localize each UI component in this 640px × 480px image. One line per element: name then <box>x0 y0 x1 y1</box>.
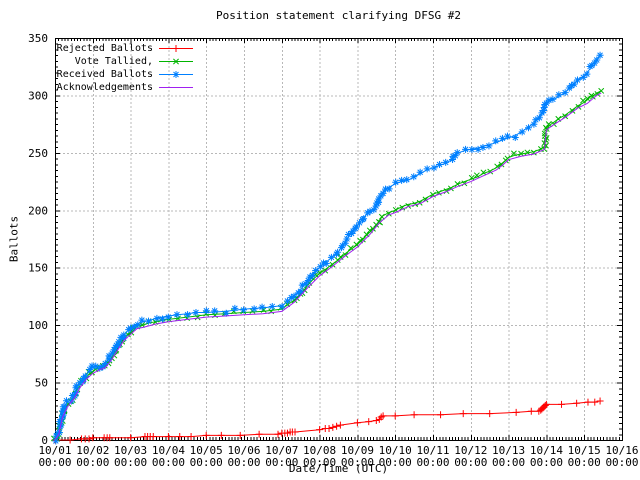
line-sample-icon <box>159 87 193 88</box>
y-tick-label: 150 <box>28 262 48 275</box>
legend-label: Rejected Ballots <box>56 43 153 54</box>
y-tick-label: 100 <box>28 319 48 332</box>
grid <box>55 38 622 440</box>
x-tick-label-time: 00:00 <box>605 456 638 469</box>
x-tick-label-date: 10/13 <box>492 444 525 457</box>
x-tick-label-date: 10/07 <box>265 444 298 457</box>
x-tick-label-date: 10/06 <box>227 444 260 457</box>
legend: Rejected Ballots Vote Tallied, Received … <box>56 42 194 94</box>
y-tick-label: 200 <box>28 204 48 217</box>
plus-marker-icon <box>159 45 193 52</box>
axes <box>55 38 623 441</box>
series-rejected-ballots <box>51 397 604 444</box>
chart-title: Position statement clarifying DFSG #2 <box>215 9 462 22</box>
x-tick-label-date: 10/02 <box>76 444 109 457</box>
x-tick-label-time: 00:00 <box>114 456 147 469</box>
legend-item-rejected-ballots: Rejected Ballots <box>56 42 194 55</box>
legend-label: Received Ballots <box>56 69 153 80</box>
x-tick-label-time: 00:00 <box>530 456 563 469</box>
x-tick-label-date: 10/16 <box>605 444 638 457</box>
legend-label: Vote Tallied, <box>74 56 153 67</box>
series-acknowledgements <box>54 92 602 441</box>
legend-item-received-ballots: Received Ballots <box>56 68 194 81</box>
x-tick-label-date: 10/11 <box>416 444 449 457</box>
y-axis-label: Ballots <box>7 215 21 263</box>
star-marker-icon <box>159 71 193 78</box>
x-tick-label-time: 00:00 <box>190 456 223 469</box>
x-tick-label-date: 10/10 <box>379 444 412 457</box>
x-tick-label-date: 10/04 <box>152 444 185 457</box>
x-axis-label: Date/Time (UTC) <box>288 462 389 475</box>
y-tick-label: 300 <box>28 89 48 102</box>
x-tick-label-time: 00:00 <box>38 456 71 469</box>
x-tick-label-date: 10/01 <box>38 444 71 457</box>
x-tick-label-date: 10/12 <box>454 444 487 457</box>
x-tick-label-time: 00:00 <box>454 456 487 469</box>
x-tick-label-time: 00:00 <box>341 456 374 469</box>
x-tick-label-time: 00:00 <box>416 456 449 469</box>
cross-marker-icon <box>159 58 193 65</box>
x-tick-label-date: 10/09 <box>341 444 374 457</box>
legend-item-acknowledgements: Acknowledgements <box>56 81 194 94</box>
x-tick-label-time: 00:00 <box>265 456 298 469</box>
x-tick-label-date: 10/05 <box>190 444 223 457</box>
y-tick-label: 250 <box>28 147 48 160</box>
x-tick-label-date: 10/08 <box>303 444 336 457</box>
legend-item-vote-tallied: Vote Tallied, <box>56 55 194 68</box>
x-tick-label-time: 00:00 <box>152 456 185 469</box>
y-tick-label: 0 <box>41 434 48 447</box>
x-tick-label-date: 10/14 <box>530 444 563 457</box>
x-tick-label-time: 00:00 <box>303 456 336 469</box>
x-tick-label-time: 00:00 <box>492 456 525 469</box>
tick-labels: 05010015020025030035010/0100:0010/0200:0… <box>28 32 638 469</box>
x-tick-label-time: 00:00 <box>227 456 260 469</box>
x-tick-label-date: 10/03 <box>114 444 147 457</box>
legend-label: Acknowledgements <box>56 82 153 93</box>
x-tick-label-time: 00:00 <box>379 456 412 469</box>
y-tick-label: 50 <box>35 377 48 390</box>
y-tick-label: 350 <box>28 32 48 45</box>
x-tick-label-time: 00:00 <box>76 456 109 469</box>
x-tick-label-time: 00:00 <box>568 456 601 469</box>
series-received-ballots <box>52 51 604 445</box>
x-tick-label-date: 10/15 <box>568 444 601 457</box>
